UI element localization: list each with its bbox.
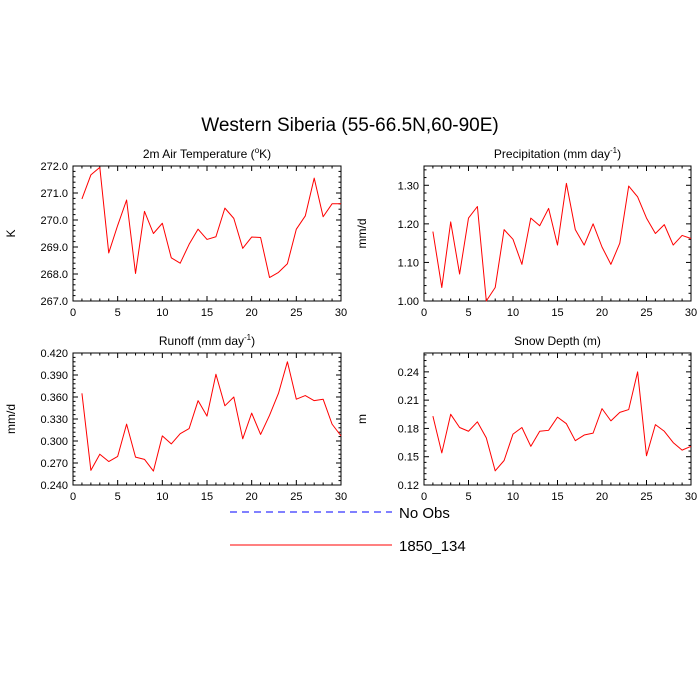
x-tick-label: 5 (115, 307, 121, 319)
x-tick-label: 25 (290, 491, 302, 503)
legend-label: No Obs (399, 505, 450, 522)
y-tick-label: 0.390 (40, 370, 68, 382)
x-tick-label: 10 (507, 307, 519, 319)
y-tick-label: 0.24 (398, 367, 419, 379)
panel-title-tail: ) (617, 147, 621, 161)
panel-title-main: Precipitation (mm day (494, 147, 610, 161)
x-tick-label: 30 (685, 491, 697, 503)
x-tick-label: 5 (115, 491, 121, 503)
panel-title-superscript: -1 (244, 333, 252, 342)
panel-4: Snow Depth (m) 0 5 10 15 20 25 30 0.12 0.15 0.18 0.… (355, 334, 697, 503)
panel-title-main: 2m Air Temperature ( (143, 147, 255, 161)
y-axis-label: mm/d (4, 404, 18, 434)
x-tick-label: 0 (421, 491, 427, 503)
panel-title-tail: K) (259, 147, 271, 161)
plot-frame (423, 352, 692, 486)
panel-title-main: Runoff (mm day (159, 334, 244, 348)
series-line-1850-134 (81, 166, 341, 279)
x-tick-label: 5 (465, 491, 471, 503)
x-tick-label: 10 (156, 307, 168, 319)
y-tick-label: 0.21 (398, 395, 419, 407)
x-tick-label: 15 (551, 307, 563, 319)
y-tick-label: 272.0 (40, 161, 68, 173)
legend: No Obs 1850_134 (230, 505, 466, 555)
panel-3: Runoff (mm day-1) 0 5 10 15 20 25 30 0.240 0.270 0… (4, 333, 347, 503)
panel-title-superscript: o (255, 146, 260, 155)
plot-frame (423, 165, 692, 302)
y-tick-label: 1.20 (398, 219, 419, 231)
y-tick-label: 270.0 (40, 215, 68, 227)
y-tick-label: 0.270 (40, 458, 68, 470)
y-tick-label: 271.0 (40, 188, 68, 200)
y-tick-label: 0.330 (40, 414, 68, 426)
y-tick-label: 0.12 (398, 480, 419, 492)
x-tick-label: 20 (246, 307, 258, 319)
x-tick-label: 20 (596, 491, 608, 503)
figure-title: Western Siberia (55-66.5N,60-90E) (201, 115, 498, 136)
x-tick-label: 25 (640, 307, 652, 319)
y-tick-label: 269.0 (40, 242, 68, 254)
x-tick-label: 0 (421, 307, 427, 319)
y-tick-label: 1.30 (398, 180, 419, 192)
x-tick-label: 15 (201, 491, 213, 503)
x-tick-label: 0 (70, 307, 76, 319)
panel-title: Runoff (mm day-1) (159, 333, 255, 348)
y-axis-label: mm/d (355, 219, 369, 249)
panel-title-superscript: -1 (610, 146, 618, 155)
series-line-1850-134 (432, 371, 692, 472)
x-tick-label: 25 (640, 491, 652, 503)
series-line-1850-134 (81, 361, 342, 472)
y-tick-label: 0.360 (40, 392, 68, 404)
x-tick-label: 30 (685, 307, 697, 319)
x-tick-label: 15 (551, 491, 563, 503)
y-tick-label: 0.420 (40, 348, 68, 360)
panel-title-main: Snow Depth (m) (514, 334, 601, 348)
y-tick-label: 0.240 (40, 480, 68, 492)
panel-title-tail: ) (251, 334, 255, 348)
x-tick-label: 0 (70, 491, 76, 503)
panel-1: 2m Air Temperature (oK) 0 5 10 15 20 25 30 267.0… (4, 146, 347, 319)
y-axis-label: K (4, 229, 18, 237)
legend-label: 1850_134 (399, 538, 466, 555)
x-tick-label: 10 (156, 491, 168, 503)
x-tick-label: 5 (465, 307, 471, 319)
plot-frame (72, 165, 342, 302)
x-tick-label: 15 (201, 307, 213, 319)
x-tick-label: 25 (290, 307, 302, 319)
y-tick-label: 0.15 (398, 452, 419, 464)
x-tick-label: 30 (335, 307, 347, 319)
panel-2: Precipitation (mm day-1) 0 5 10 15 20 25 30 1.00… (355, 146, 697, 319)
x-tick-label: 30 (335, 491, 347, 503)
panel-title: 2m Air Temperature (oK) (143, 146, 271, 161)
y-tick-label: 1.00 (398, 296, 419, 308)
x-tick-label: 10 (507, 491, 519, 503)
x-tick-label: 20 (246, 491, 258, 503)
plot-frame (72, 352, 342, 486)
series-line-1850-134 (432, 182, 692, 302)
x-tick-label: 20 (596, 307, 608, 319)
panel-title: Snow Depth (m) (514, 334, 601, 348)
y-tick-label: 1.10 (398, 257, 419, 269)
y-tick-label: 0.300 (40, 436, 68, 448)
y-axis-label: m (355, 414, 369, 424)
panel-title: Precipitation (mm day-1) (494, 146, 621, 161)
y-tick-label: 267.0 (40, 296, 68, 308)
y-tick-label: 0.18 (398, 423, 419, 435)
panels-group: 2m Air Temperature (oK)0 5 10 15 20 25 30267.0… (4, 146, 697, 503)
y-tick-label: 268.0 (40, 269, 68, 281)
